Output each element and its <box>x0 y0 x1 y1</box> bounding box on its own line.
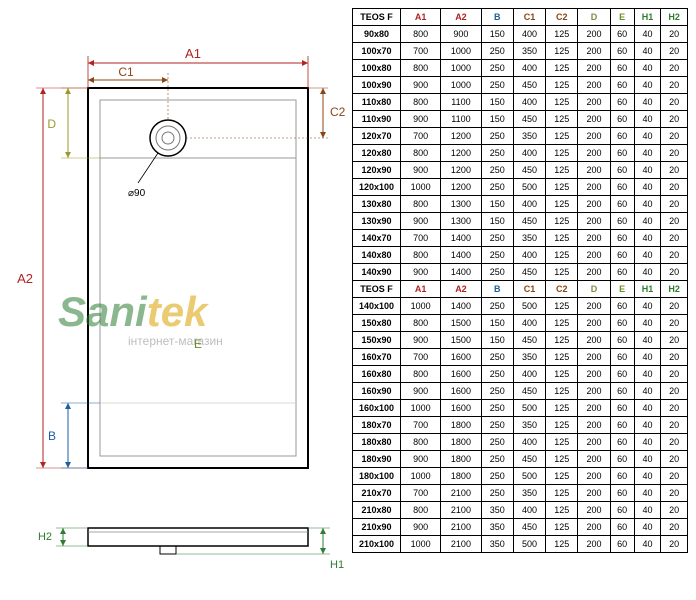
table-row: 160x909001600250450125200604020 <box>353 383 688 400</box>
dimension-table: TEOS FA1A2BC1C2DEH1H290x8080090015040012… <box>348 8 688 592</box>
table-row: 90x80800900150400125200604020 <box>353 26 688 43</box>
table-row: 120x10010001200250500125200604020 <box>353 179 688 196</box>
table-row: 180x808001800250400125200604020 <box>353 434 688 451</box>
d-label: D <box>47 117 56 131</box>
h2-label: H2 <box>38 531 52 543</box>
a2-label: A2 <box>17 271 33 286</box>
table-row: 140x707001400250350125200604020 <box>353 230 688 247</box>
table-row: 100x909001000250450125200604020 <box>353 77 688 94</box>
table-header-c1: C1 <box>513 281 545 298</box>
table-header-d: D <box>578 281 610 298</box>
table-header-c2: C2 <box>546 281 578 298</box>
b-label: B <box>48 429 56 443</box>
table-header-b: B <box>481 281 513 298</box>
c2-label: C2 <box>330 105 346 119</box>
table-header-model: TEOS F <box>353 9 401 26</box>
table-header-h1: H1 <box>634 9 661 26</box>
table-row: 120x909001200250450125200604020 <box>353 162 688 179</box>
table-row: 180x10010001800250500125200604020 <box>353 468 688 485</box>
table-header-model: TEOS F <box>353 281 401 298</box>
technical-diagram: ⌀90 A1 C1 C2 D A2 <box>8 8 348 592</box>
e-label: E <box>194 337 202 351</box>
table-row: 180x707001800250350125200604020 <box>353 417 688 434</box>
table-row: 180x909001800250450125200604020 <box>353 451 688 468</box>
table-row: 140x909001400250450125200604020 <box>353 264 688 281</box>
table-row: 210x707002100250350125200604020 <box>353 485 688 502</box>
table-row: 100x808001000250400125200604020 <box>353 60 688 77</box>
table-row: 110x808001100150400125200604020 <box>353 94 688 111</box>
table-header-d: D <box>578 9 610 26</box>
table-header-c1: C1 <box>513 9 545 26</box>
table-header-a2: A2 <box>441 281 481 298</box>
table-row: 130x808001300150400125200604020 <box>353 196 688 213</box>
diameter-label: ⌀90 <box>128 188 146 199</box>
table-row: 140x808001400250400125200604020 <box>353 247 688 264</box>
table-row: 160x808001600250400125200604020 <box>353 366 688 383</box>
table-header-h2: H2 <box>661 9 688 26</box>
table-row: 130x909001300150450125200604020 <box>353 213 688 230</box>
table-row: 150x808001500150400125200604020 <box>353 315 688 332</box>
table-header-e: E <box>610 281 634 298</box>
table-header-h1: H1 <box>634 281 661 298</box>
table-row: 120x808001200250400125200604020 <box>353 145 688 162</box>
table-row: 120x707001200250350125200604020 <box>353 128 688 145</box>
table-header-a1: A1 <box>401 281 441 298</box>
table-row: 210x909002100350450125200604020 <box>353 519 688 536</box>
table-header-a2: A2 <box>441 9 481 26</box>
table-row: 110x909001100150450125200604020 <box>353 111 688 128</box>
table-row: 160x707001600250350125200604020 <box>353 349 688 366</box>
table-row: 100x707001000250350125200604020 <box>353 43 688 60</box>
c1-label: C1 <box>118 65 134 79</box>
table-header-b: B <box>481 9 513 26</box>
table-header-a1: A1 <box>401 9 441 26</box>
table-row: 210x10010002100350500125200604020 <box>353 536 688 553</box>
table-row: 150x909001500150450125200604020 <box>353 332 688 349</box>
table-header-c2: C2 <box>546 9 578 26</box>
table-row: 210x808002100350400125200604020 <box>353 502 688 519</box>
table-row: 160x10010001600250500125200604020 <box>353 400 688 417</box>
a1-label: A1 <box>185 46 201 61</box>
table-header-e: E <box>610 9 634 26</box>
table-header-h2: H2 <box>661 281 688 298</box>
h1-label: H1 <box>330 559 344 571</box>
table-row: 140x10010001400250500125200604020 <box>353 298 688 315</box>
